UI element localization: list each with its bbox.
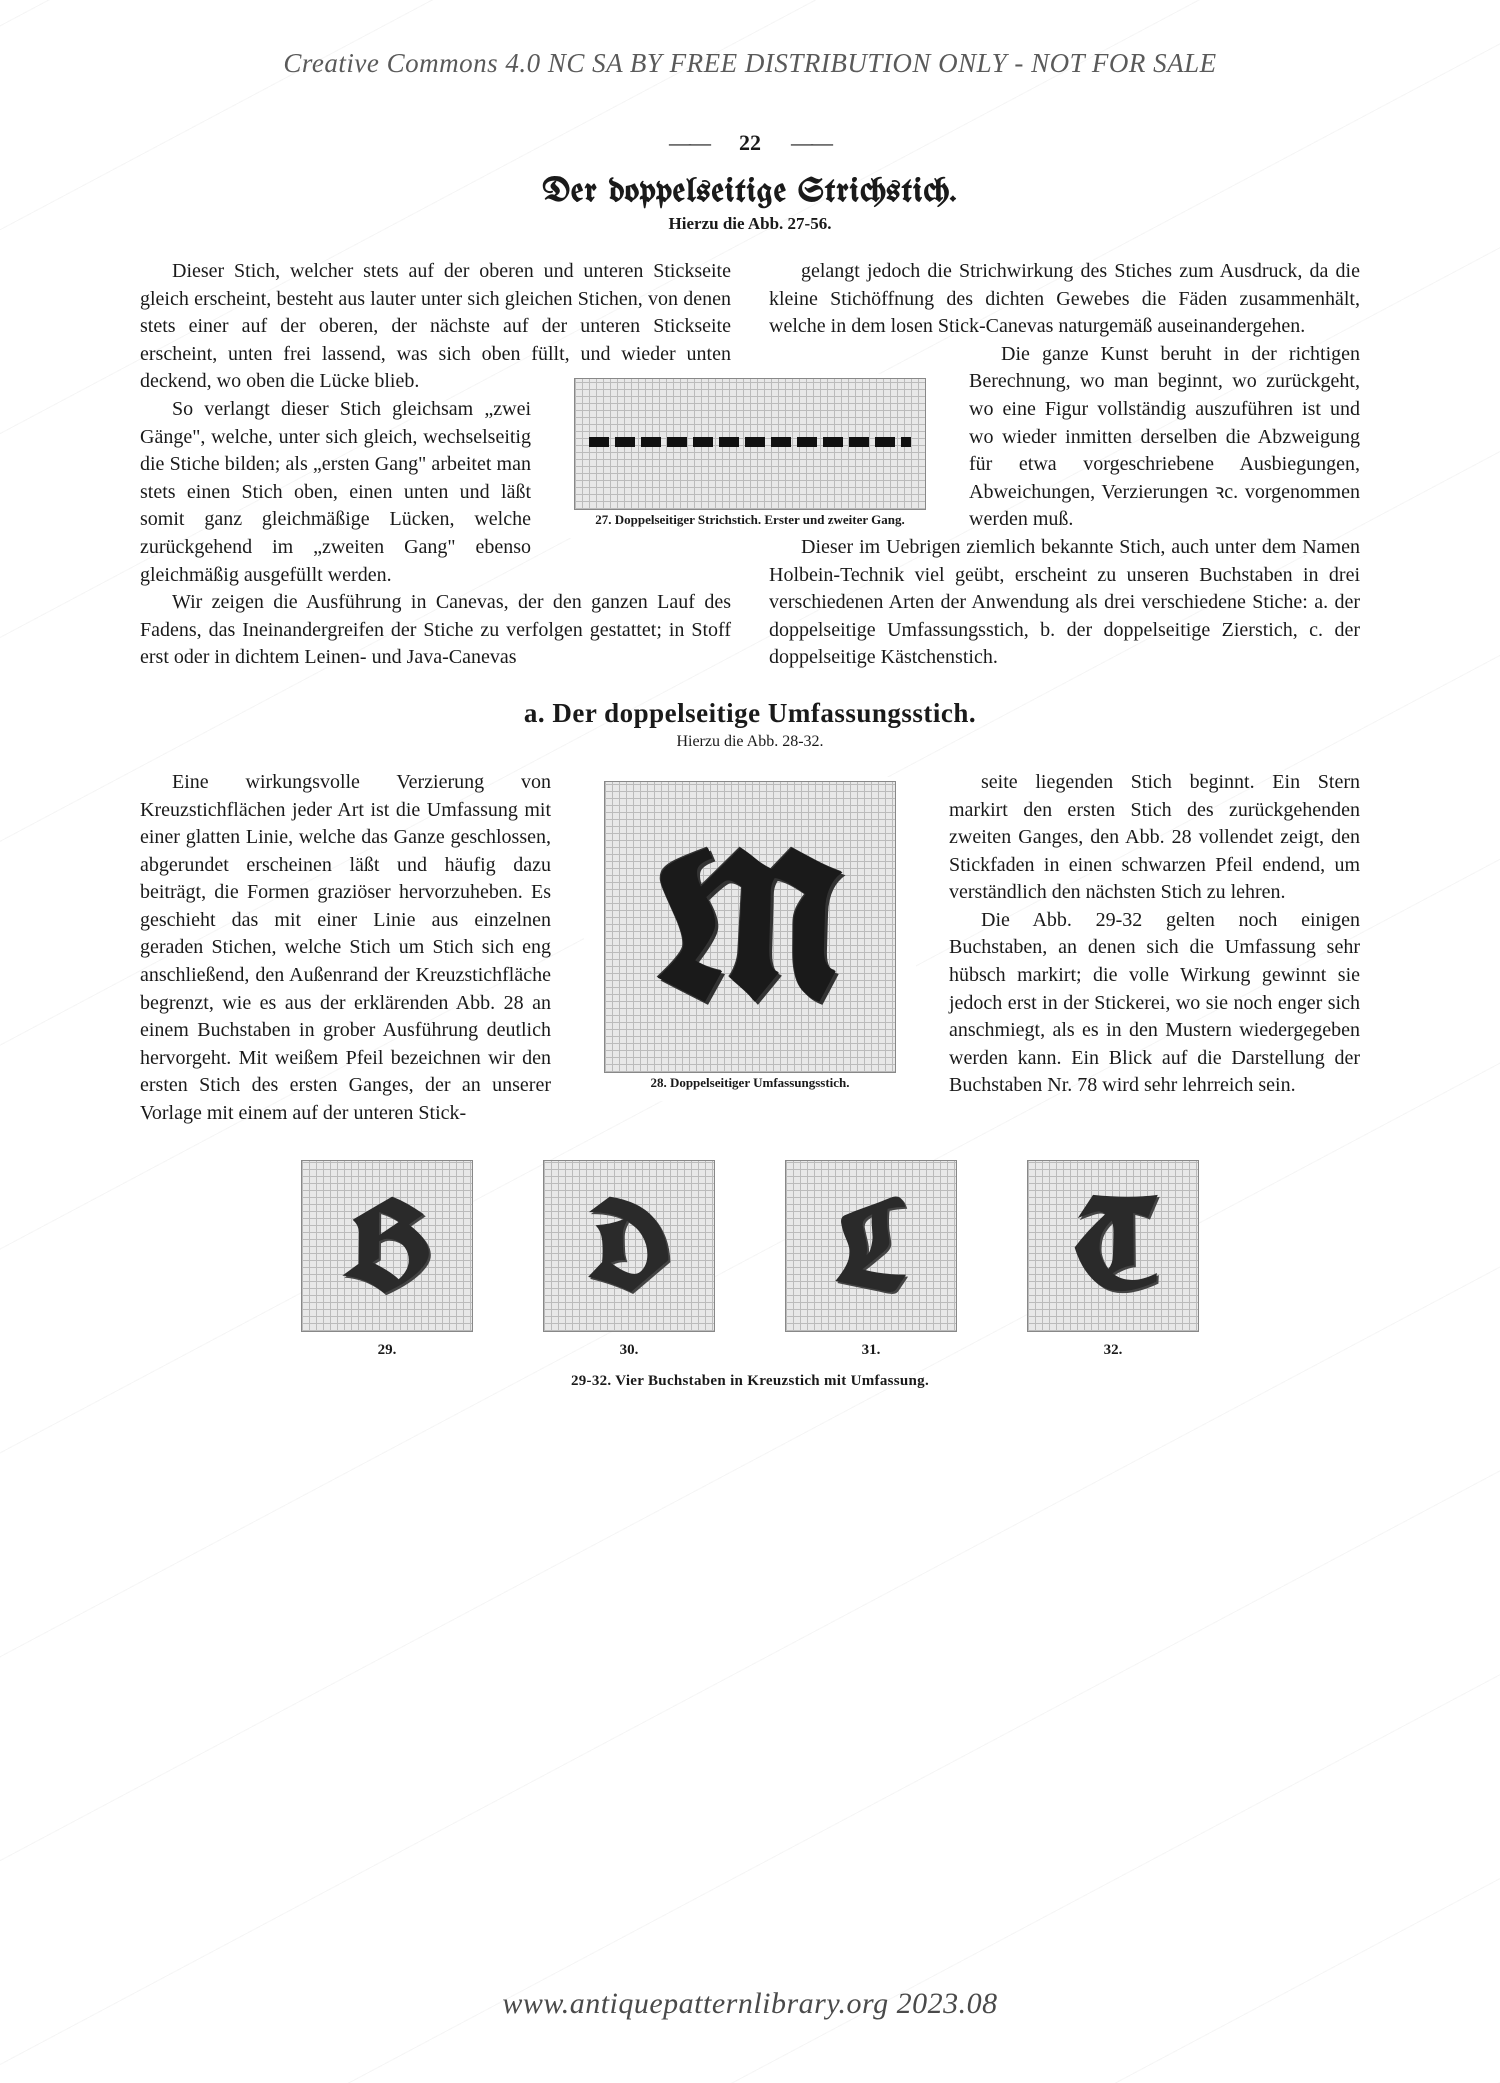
- letter-canvas: B: [301, 1160, 473, 1332]
- letters-row: B 29. D 30. L 31. T 32.: [140, 1160, 1360, 1359]
- letter-number: 31.: [785, 1342, 957, 1359]
- letter-box-30: D 30.: [543, 1160, 715, 1359]
- figure-28-canvas: M: [604, 781, 896, 1073]
- letter-glyph-l: L: [834, 1181, 908, 1311]
- document-page: Creative Commons 4.0 NC SA BY FREE DISTR…: [0, 0, 1500, 2083]
- footer-watermark: www.antiquepatternlibrary.org 2023.08: [0, 1987, 1500, 2021]
- figure-28: M 28. Doppelseitiger Umfassungsstich.: [584, 777, 916, 1101]
- figure-27-caption: 27. Doppelseitiger Strichstich. Erster u…: [565, 512, 935, 528]
- page-number: 22: [140, 130, 1360, 156]
- figure-27-stitch-line: [589, 437, 911, 447]
- s1-para3: Wir zeigen die Ausführung in Canevas, de…: [140, 589, 731, 672]
- figure-27: 27. Doppelseitiger Strichstich. Erster u…: [557, 374, 943, 538]
- s1-para4: gelangt jedoch die Strichwirkung des Sti…: [769, 258, 1360, 341]
- letter-canvas: T: [1027, 1160, 1199, 1332]
- letter-box-32: T 32.: [1027, 1160, 1199, 1359]
- letter-glyph-d: D: [588, 1181, 670, 1311]
- figure-28-caption: 28. Doppelseitiger Umfassungsstich.: [590, 1075, 910, 1091]
- figure-27-canvas: [574, 378, 926, 510]
- s1-para6: Dieser im Uebrigen ziemlich bekannte Sti…: [769, 534, 1360, 672]
- letter-glyph-b: B: [341, 1181, 433, 1311]
- figure-28-letter-m: M: [623, 800, 877, 1054]
- section2-title: a. Der doppelseitige Umfassungsstich.: [140, 698, 1360, 729]
- letter-number: 30.: [543, 1342, 715, 1359]
- letter-box-29: B 29.: [301, 1160, 473, 1359]
- header-watermark: Creative Commons 4.0 NC SA BY FREE DISTR…: [0, 48, 1500, 79]
- letters-row-caption: 29-32. Vier Buchstaben in Kreuzstich mit…: [140, 1373, 1360, 1390]
- letter-box-31: L 31.: [785, 1160, 957, 1359]
- letter-number: 29.: [301, 1342, 473, 1359]
- section1-body: 27. Doppelseitiger Strichstich. Erster u…: [140, 258, 1360, 672]
- letter-canvas: D: [543, 1160, 715, 1332]
- section1-subtitle: Hierzu die Abb. 27-56.: [140, 214, 1360, 234]
- letter-canvas: L: [785, 1160, 957, 1332]
- section2-subtitle: Hierzu die Abb. 28-32.: [140, 733, 1360, 751]
- section2-body: M 28. Doppelseitiger Umfassungsstich. Ei…: [140, 769, 1360, 1128]
- letter-glyph-t: T: [1073, 1181, 1153, 1311]
- letter-number: 32.: [1027, 1342, 1199, 1359]
- section1-title: Der doppelseitige Strichstich.: [140, 174, 1360, 210]
